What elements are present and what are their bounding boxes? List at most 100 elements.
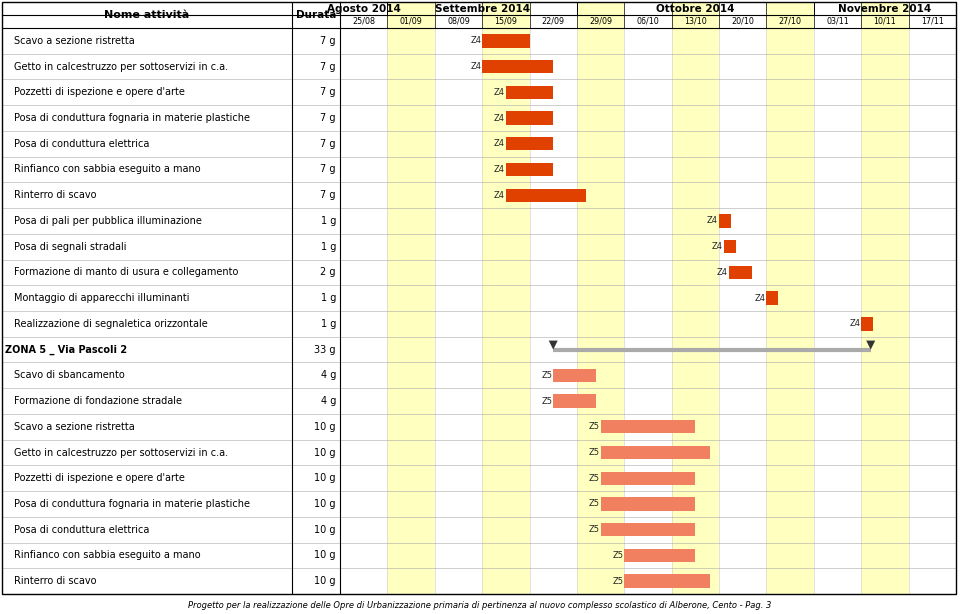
Text: 7 g: 7 g (321, 165, 336, 174)
Bar (624, 549, 695, 562)
Text: Agosto 2014: Agosto 2014 (326, 4, 400, 14)
Text: 33 g: 33 g (315, 344, 336, 355)
Text: Posa di conduttura fognaria in materie plastiche: Posa di conduttura fognaria in materie p… (14, 499, 250, 509)
Text: 4 g: 4 g (321, 396, 336, 406)
Bar (672, 2, 719, 594)
Text: 15/09: 15/09 (494, 17, 517, 26)
Text: Z4: Z4 (493, 191, 505, 200)
Text: Z4: Z4 (470, 62, 481, 71)
Text: Scavo a sezione ristretta: Scavo a sezione ristretta (14, 422, 134, 432)
Text: Posa di conduttura fognaria in materie plastiche: Posa di conduttura fognaria in materie p… (14, 113, 250, 123)
Text: 10 g: 10 g (315, 525, 336, 535)
Text: 10 g: 10 g (315, 448, 336, 457)
Text: Z5: Z5 (612, 551, 623, 560)
Text: Z4: Z4 (755, 293, 765, 303)
Text: Rinterro di scavo: Rinterro di scavo (14, 190, 97, 200)
Text: 06/10: 06/10 (636, 17, 660, 26)
Text: Montaggio di apparecchi illuminanti: Montaggio di apparecchi illuminanti (14, 293, 189, 303)
Text: 17/11: 17/11 (921, 17, 944, 26)
Text: Nome attività: Nome attività (105, 10, 190, 20)
Bar (624, 575, 709, 588)
Bar (766, 2, 814, 594)
Text: Z5: Z5 (588, 525, 600, 534)
Text: Z4: Z4 (470, 36, 481, 45)
Text: ZONA 5 _ Via Pascoli 2: ZONA 5 _ Via Pascoli 2 (5, 344, 127, 355)
Text: 7 g: 7 g (321, 139, 336, 149)
Text: Realizzazione di segnaletica orizzontale: Realizzazione di segnaletica orizzontale (14, 319, 207, 329)
Bar (624, 2, 672, 594)
Text: Rinfianco con sabbia eseguito a mano: Rinfianco con sabbia eseguito a mano (14, 550, 201, 561)
Bar (729, 266, 753, 279)
Text: 1 g: 1 g (321, 242, 336, 252)
Text: 27/10: 27/10 (779, 17, 802, 26)
Bar (814, 2, 861, 594)
Text: Posa di pali per pubblica illuminazione: Posa di pali per pubblica illuminazione (14, 216, 202, 226)
Bar (482, 34, 530, 47)
Bar (388, 2, 435, 594)
Text: Z4: Z4 (716, 268, 728, 277)
Bar (553, 394, 596, 408)
Text: 03/11: 03/11 (827, 17, 849, 26)
Text: 29/09: 29/09 (589, 17, 612, 26)
Bar (601, 420, 695, 433)
Bar (766, 292, 779, 305)
Text: 22/09: 22/09 (541, 17, 564, 26)
Text: 10 g: 10 g (315, 550, 336, 561)
Text: Z5: Z5 (588, 474, 600, 483)
Bar (719, 214, 731, 228)
Text: Durata: Durata (296, 10, 336, 20)
Text: Pozzetti di ispezione e opere d'arte: Pozzetti di ispezione e opere d'arte (14, 87, 185, 97)
Text: Pozzetti di ispezione e opere d'arte: Pozzetti di ispezione e opere d'arte (14, 473, 185, 483)
Bar (435, 2, 482, 594)
Text: Formazione di fondazione stradale: Formazione di fondazione stradale (14, 396, 182, 406)
Text: Formazione di manto di usura e collegamento: Formazione di manto di usura e collegame… (14, 268, 238, 278)
Text: Posa di conduttura elettrica: Posa di conduttura elettrica (14, 139, 150, 149)
Text: Z4: Z4 (708, 217, 718, 225)
Text: 10 g: 10 g (315, 473, 336, 483)
Bar (577, 2, 624, 594)
Text: Getto in calcestruzzo per sottoservizi in c.a.: Getto in calcestruzzo per sottoservizi i… (14, 61, 228, 72)
Text: 25/08: 25/08 (352, 17, 375, 26)
Text: 7 g: 7 g (321, 61, 336, 72)
Text: Settembre 2014: Settembre 2014 (435, 4, 530, 14)
Text: 1 g: 1 g (321, 319, 336, 329)
Text: Z4: Z4 (850, 319, 860, 328)
Text: 10 g: 10 g (315, 499, 336, 509)
Text: Z4: Z4 (711, 242, 723, 251)
Text: Z5: Z5 (588, 422, 600, 431)
Bar (601, 472, 695, 485)
Bar (506, 85, 553, 99)
Bar (506, 188, 587, 202)
Text: Z5: Z5 (588, 499, 600, 508)
Text: 7 g: 7 g (321, 190, 336, 200)
Text: 1 g: 1 g (321, 216, 336, 226)
Text: Posa di segnali stradali: Posa di segnali stradali (14, 242, 127, 252)
Bar (530, 2, 577, 594)
Bar (506, 111, 553, 125)
Text: 10 g: 10 g (315, 576, 336, 586)
Text: Progetto per la realizzazione delle Opre di Urbanizzazione primaria di pertinenz: Progetto per la realizzazione delle Opre… (188, 602, 772, 610)
Bar (553, 368, 596, 382)
Bar (601, 497, 695, 511)
Text: 7 g: 7 g (321, 87, 336, 97)
Text: Z5: Z5 (588, 448, 600, 457)
Bar (861, 2, 908, 594)
Text: 13/10: 13/10 (684, 17, 707, 26)
Bar (340, 2, 388, 594)
Polygon shape (866, 341, 876, 349)
Bar (601, 446, 709, 459)
Text: Posa di conduttura elettrica: Posa di conduttura elettrica (14, 525, 150, 535)
Text: 1 g: 1 g (321, 293, 336, 303)
Text: 10/11: 10/11 (874, 17, 897, 26)
Text: Novembre 2014: Novembre 2014 (838, 4, 931, 14)
Text: Z4: Z4 (493, 88, 505, 97)
Text: 7 g: 7 g (321, 113, 336, 123)
Text: 4 g: 4 g (321, 370, 336, 380)
Bar (506, 137, 553, 150)
Text: 20/10: 20/10 (732, 17, 755, 26)
Bar (861, 317, 873, 330)
Text: 7 g: 7 g (321, 36, 336, 46)
Bar (482, 60, 553, 73)
Text: 01/09: 01/09 (399, 17, 422, 26)
Bar (482, 2, 530, 594)
